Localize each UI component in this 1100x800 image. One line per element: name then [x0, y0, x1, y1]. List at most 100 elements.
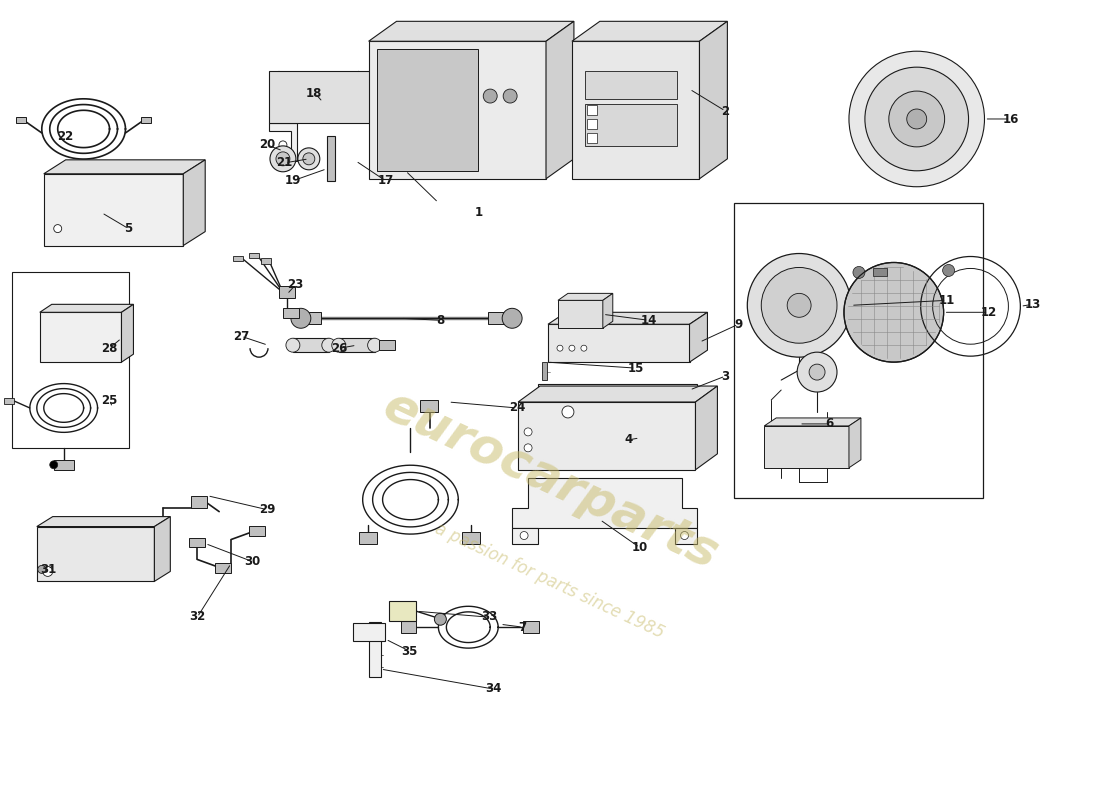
Polygon shape	[513, 527, 538, 543]
Polygon shape	[674, 527, 697, 543]
Text: 26: 26	[331, 342, 348, 354]
Text: 7: 7	[518, 621, 527, 634]
Polygon shape	[154, 517, 170, 582]
Text: 27: 27	[233, 330, 249, 342]
Polygon shape	[690, 312, 707, 362]
Text: 6: 6	[825, 418, 834, 430]
Polygon shape	[36, 526, 154, 582]
Circle shape	[681, 531, 689, 539]
Bar	[378, 340, 395, 350]
Circle shape	[322, 338, 335, 352]
Text: 11: 11	[938, 294, 955, 307]
Bar	[873, 269, 887, 277]
Polygon shape	[270, 123, 297, 161]
Circle shape	[302, 153, 315, 165]
Text: 31: 31	[40, 562, 56, 575]
Polygon shape	[572, 42, 700, 178]
Circle shape	[332, 338, 345, 352]
Text: 24: 24	[509, 402, 526, 414]
Text: 14: 14	[640, 314, 657, 326]
Polygon shape	[44, 174, 184, 246]
Polygon shape	[293, 338, 329, 352]
Bar	[189, 538, 206, 547]
Circle shape	[50, 461, 57, 469]
Text: 4: 4	[625, 434, 634, 446]
Bar	[4, 398, 14, 404]
Text: 32: 32	[189, 610, 206, 623]
Circle shape	[367, 338, 382, 352]
Circle shape	[852, 266, 865, 278]
Polygon shape	[270, 71, 374, 123]
Text: 19: 19	[284, 174, 300, 187]
Circle shape	[906, 109, 926, 129]
Bar	[249, 526, 265, 535]
Circle shape	[562, 406, 574, 418]
Text: 33: 33	[482, 610, 498, 623]
Circle shape	[279, 141, 287, 149]
Polygon shape	[538, 398, 578, 432]
Text: 9: 9	[735, 318, 743, 330]
Text: 5: 5	[124, 222, 132, 235]
Circle shape	[798, 352, 837, 392]
Circle shape	[43, 566, 53, 576]
Text: 15: 15	[627, 362, 644, 374]
Polygon shape	[700, 22, 727, 178]
Bar	[54, 460, 74, 470]
Text: 22: 22	[57, 130, 74, 143]
Polygon shape	[368, 42, 546, 178]
Bar	[587, 133, 597, 143]
Bar	[15, 117, 25, 123]
Bar	[233, 255, 243, 262]
Text: 17: 17	[377, 174, 394, 187]
Bar	[587, 119, 597, 129]
Text: 2: 2	[722, 105, 729, 118]
Bar	[585, 104, 676, 146]
Bar	[462, 531, 481, 543]
Bar	[524, 622, 539, 633]
Text: 3: 3	[722, 370, 729, 382]
Polygon shape	[603, 294, 613, 328]
Polygon shape	[548, 324, 690, 362]
Polygon shape	[518, 386, 717, 402]
Text: 29: 29	[258, 502, 275, 516]
Circle shape	[524, 444, 532, 452]
Circle shape	[581, 345, 587, 351]
Circle shape	[590, 388, 634, 432]
Bar	[359, 531, 376, 543]
Polygon shape	[513, 478, 697, 527]
Polygon shape	[36, 517, 170, 526]
Circle shape	[434, 614, 447, 626]
Polygon shape	[184, 160, 206, 246]
Polygon shape	[764, 418, 861, 426]
Text: 23: 23	[287, 278, 304, 291]
Polygon shape	[488, 312, 513, 324]
Polygon shape	[558, 300, 603, 328]
Circle shape	[524, 428, 532, 436]
Circle shape	[54, 225, 62, 233]
Circle shape	[747, 254, 851, 357]
Bar	[283, 308, 299, 318]
Circle shape	[810, 364, 825, 380]
Polygon shape	[538, 384, 697, 398]
Circle shape	[276, 152, 290, 166]
Text: 20: 20	[260, 138, 275, 151]
Circle shape	[298, 148, 320, 170]
Polygon shape	[546, 22, 574, 178]
Polygon shape	[518, 402, 695, 470]
Bar	[585, 71, 676, 99]
Bar	[420, 400, 439, 412]
Circle shape	[503, 308, 522, 328]
Circle shape	[865, 67, 968, 170]
Text: 34: 34	[485, 682, 502, 695]
Bar	[587, 105, 597, 115]
Circle shape	[290, 308, 311, 328]
Circle shape	[849, 51, 984, 186]
Bar	[261, 258, 271, 265]
Bar	[368, 622, 381, 677]
Text: 25: 25	[101, 394, 118, 406]
Text: 28: 28	[101, 342, 118, 354]
Polygon shape	[339, 338, 375, 352]
Polygon shape	[695, 386, 717, 470]
Bar	[249, 253, 258, 258]
Bar	[388, 602, 417, 622]
